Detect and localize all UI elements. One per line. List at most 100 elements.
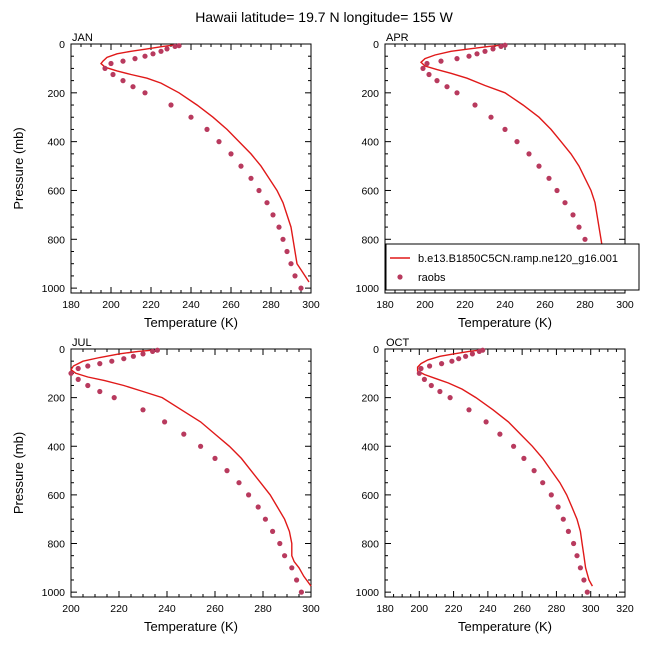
raobs-point	[498, 43, 504, 50]
raobs-point	[428, 382, 434, 389]
x-tick-label: 200	[62, 603, 80, 615]
raobs-point	[502, 126, 508, 132]
raobs-point	[454, 56, 460, 62]
legend-box	[385, 243, 640, 291]
x-tick-label: 260	[536, 299, 554, 311]
raobs-point	[466, 407, 472, 413]
raobs-point	[282, 553, 288, 559]
x-tick-label: 240	[496, 299, 514, 311]
raobs-point	[172, 43, 178, 50]
raobs-point	[280, 236, 286, 242]
legend-marker-swatch	[397, 274, 403, 280]
model-line	[100, 44, 310, 283]
raobs-point	[418, 365, 424, 372]
y-tick-label: 0	[373, 344, 379, 356]
x-tick-label: 320	[616, 603, 634, 615]
y-axis-title: Pressure (mb)	[11, 127, 26, 209]
raobs-point	[292, 273, 298, 279]
y-tick-label: 400	[361, 137, 379, 149]
raobs-point	[483, 419, 489, 425]
raobs-point	[548, 492, 554, 498]
raobs-point	[75, 365, 81, 372]
raobs-point	[228, 151, 234, 157]
panel-jan: 180 200 220 240 260 280 300 0 200 400 600 800 1000 JA…	[11, 32, 320, 330]
raobs-point	[121, 356, 127, 362]
y-tick-label: 200	[47, 88, 65, 100]
raobs-point	[424, 60, 430, 67]
raobs-point	[497, 431, 503, 437]
raobs-point	[463, 353, 469, 359]
raobs-point	[521, 455, 527, 461]
raobs-point	[289, 565, 295, 571]
raobs-point	[472, 102, 478, 108]
y-tick-label: 1000	[356, 283, 380, 295]
x-tick-label: 260	[222, 299, 240, 311]
raobs-point	[277, 540, 283, 547]
x-tick-label: 220	[456, 299, 474, 311]
raobs-point	[526, 151, 532, 157]
raobs-point	[97, 361, 103, 367]
x-tick-label: 280	[254, 603, 272, 615]
raobs-point	[502, 42, 508, 48]
x-tick-label: 300	[582, 603, 600, 615]
y-tick-label: 800	[47, 539, 65, 551]
raobs-point	[224, 468, 230, 474]
raobs-point	[97, 388, 103, 395]
x-tick-label: 240	[182, 299, 200, 311]
panel-jul: 200 220 240 260 280 300 0 200 400 600 800 1000 JUL Te…	[11, 337, 320, 634]
raobs-point	[264, 200, 270, 206]
x-axis-title: Temperature (K)	[144, 619, 238, 634]
y-tick-label: 0	[373, 39, 379, 51]
raobs-point	[574, 553, 580, 559]
x-tick-label: 220	[110, 603, 128, 615]
x-tick-label: 200	[411, 603, 429, 615]
x-tick-label: 300	[302, 603, 320, 615]
raobs-point	[150, 51, 156, 57]
raobs-point	[560, 516, 566, 522]
raobs-point	[236, 480, 242, 486]
raobs-point	[456, 356, 462, 362]
raobs-point	[181, 431, 187, 437]
raobs-point	[238, 163, 244, 169]
y-tick-label: 600	[361, 185, 379, 197]
raobs-point	[447, 395, 453, 401]
raobs-point	[140, 351, 146, 357]
raobs-point	[270, 528, 276, 535]
raobs-point	[437, 388, 443, 395]
x-tick-label: 240	[158, 603, 176, 615]
raobs-point	[256, 187, 262, 194]
panel-oct: 180 200 220 240 260 280 300 320 0 200 400 600 800 100…	[356, 337, 634, 634]
y-tick-label: 200	[361, 88, 379, 100]
x-tick-label: 180	[376, 603, 394, 615]
raobs-point	[438, 58, 444, 64]
y-tick-label: 400	[47, 441, 65, 453]
raobs-point	[130, 353, 136, 359]
y-tick-label: 0	[59, 344, 65, 356]
panel-label: JAN	[72, 32, 93, 44]
raobs-point	[176, 43, 182, 49]
raobs-point	[109, 358, 115, 364]
plot-frame	[70, 348, 312, 598]
x-tick-label: 280	[548, 603, 566, 615]
y-tick-label: 200	[361, 393, 379, 405]
model-line	[70, 349, 312, 587]
y-tick-label: 200	[47, 393, 65, 405]
raobs-point	[204, 126, 210, 132]
raobs-point	[276, 224, 282, 230]
y-tick-label: 1000	[42, 283, 66, 295]
raobs-point	[198, 443, 204, 449]
x-axis-title: Temperature (K)	[458, 619, 552, 634]
x-tick-label: 260	[206, 603, 224, 615]
figure-title: Hawaii latitude= 19.7 N longitude= 155 W	[195, 9, 453, 25]
raobs-point	[255, 504, 261, 510]
raobs-point	[514, 139, 520, 145]
raobs-point	[110, 71, 116, 78]
y-tick-label: 800	[361, 539, 379, 551]
raobs-point	[120, 78, 126, 84]
raobs-point	[132, 56, 138, 62]
x-tick-label: 240	[479, 603, 497, 615]
raobs-point	[164, 46, 170, 52]
raobs-point	[270, 212, 276, 218]
raobs-point	[476, 348, 482, 354]
raobs-point	[416, 370, 422, 376]
